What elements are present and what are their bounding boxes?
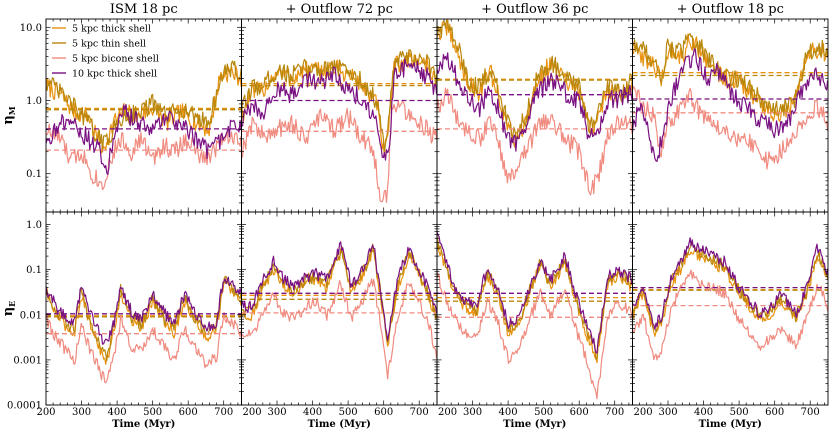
x-tick-label: 400 <box>108 407 127 418</box>
panel-frame <box>241 211 438 406</box>
y-tick-label: 10.0 <box>20 23 42 34</box>
series-line <box>437 231 633 354</box>
legend-label: 5 kpc thin shell <box>72 39 146 50</box>
x-axis-label: Time (Myr) <box>699 419 762 430</box>
panel-frame <box>632 211 829 406</box>
panel-0-3 <box>632 18 829 213</box>
panel-lines <box>632 237 828 361</box>
y-axis-label-symbol: η <box>1 307 16 316</box>
panel-frame <box>632 18 829 213</box>
panel-title: + Outflow 36 pc <box>481 2 588 17</box>
x-tick-label: 700 <box>801 407 820 418</box>
y-axis-label-symbol: η <box>1 115 16 124</box>
x-tick-label: 200 <box>438 407 457 418</box>
panel-lines <box>241 241 437 380</box>
x-tick-label: 400 <box>303 407 322 418</box>
x-tick-label: 300 <box>658 407 677 418</box>
series-line <box>437 271 633 400</box>
x-tick-label: 500 <box>534 407 553 418</box>
x-tick-label: 300 <box>72 407 91 418</box>
x-tick-label: 700 <box>214 407 233 418</box>
y-tick-label: 1.0 <box>26 220 42 231</box>
x-tick-label: 700 <box>410 407 429 418</box>
series-line <box>46 60 242 153</box>
x-tick-label: 300 <box>267 407 286 418</box>
panel-lines <box>46 275 242 384</box>
x-tick-label: 500 <box>339 407 358 418</box>
legend-label: 10 kpc thick shell <box>72 69 157 80</box>
y-axis-label: ηE <box>1 301 17 317</box>
panel-0-1 <box>241 18 438 213</box>
panel-1-1 <box>241 211 438 406</box>
x-tick-label: 400 <box>694 407 713 418</box>
series-line <box>632 48 828 162</box>
x-tick-label: 400 <box>499 407 518 418</box>
y-axis-label-subscript: M <box>7 106 17 115</box>
panel-title: ISM 18 pc <box>110 2 178 17</box>
x-tick-label: 200 <box>243 407 262 418</box>
series-line <box>437 87 633 196</box>
x-axis-label: Time (Myr) <box>112 419 175 430</box>
legend: 5 kpc thick shell 5 kpc thin shell 5 kpc b… <box>52 24 159 80</box>
panel-1-0 <box>45 211 242 406</box>
series-line <box>632 269 828 361</box>
panel-lines <box>46 60 242 191</box>
panel-lines <box>437 19 633 196</box>
series-line <box>46 276 242 345</box>
y-axis-label-subscript: E <box>7 301 17 307</box>
y-tick-label: 0.01 <box>20 310 42 321</box>
y-tick-label: 0.0001 <box>7 401 42 412</box>
x-tick-label: 200 <box>634 407 653 418</box>
panel-1-3 <box>632 211 829 406</box>
series-line <box>46 65 242 154</box>
x-tick-label: 600 <box>374 407 393 418</box>
panel-title: + Outflow 72 pc <box>286 2 393 17</box>
panel-lines <box>241 49 437 203</box>
panel-1-2 <box>436 211 633 406</box>
y-tick-label: 0.1 <box>26 265 42 276</box>
x-tick-label: 300 <box>463 407 482 418</box>
panel-title: + Outflow 18 pc <box>677 2 784 17</box>
legend-label: 5 kpc bicone shell <box>72 54 159 65</box>
panel-lines <box>437 231 633 400</box>
x-tick-label: 600 <box>765 407 784 418</box>
x-tick-label: 500 <box>143 407 162 418</box>
series-line <box>437 52 633 152</box>
x-axis-label: Time (Myr) <box>308 419 371 430</box>
x-tick-label: 500 <box>730 407 749 418</box>
panel-frame <box>45 211 242 406</box>
series-line <box>241 49 437 153</box>
series-line <box>241 278 437 380</box>
panel-0-2 <box>436 18 633 213</box>
series-line <box>241 100 437 203</box>
series-line <box>46 275 242 362</box>
series-line <box>46 103 242 176</box>
y-tick-label: 1.0 <box>26 96 42 107</box>
y-axis-label: ηM <box>1 106 17 124</box>
series-line <box>437 235 633 360</box>
x-tick-label: 200 <box>36 407 55 418</box>
panels-group <box>45 18 829 406</box>
panel-frame <box>436 18 633 213</box>
series-line <box>632 85 828 170</box>
y-tick-label: 0.1 <box>26 169 42 180</box>
y-tick-label: 0.001 <box>13 355 42 366</box>
panel-lines <box>632 33 828 170</box>
series-line <box>241 241 437 341</box>
x-tick-label: 600 <box>179 407 198 418</box>
series-line <box>46 123 242 191</box>
series-line <box>46 311 242 384</box>
series-line <box>632 237 828 330</box>
x-tick-label: 600 <box>570 407 589 418</box>
series-line <box>241 58 437 161</box>
legend-label: 5 kpc thick shell <box>72 24 151 35</box>
x-tick-label: 700 <box>605 407 624 418</box>
x-axis-label: Time (Myr) <box>503 419 566 430</box>
